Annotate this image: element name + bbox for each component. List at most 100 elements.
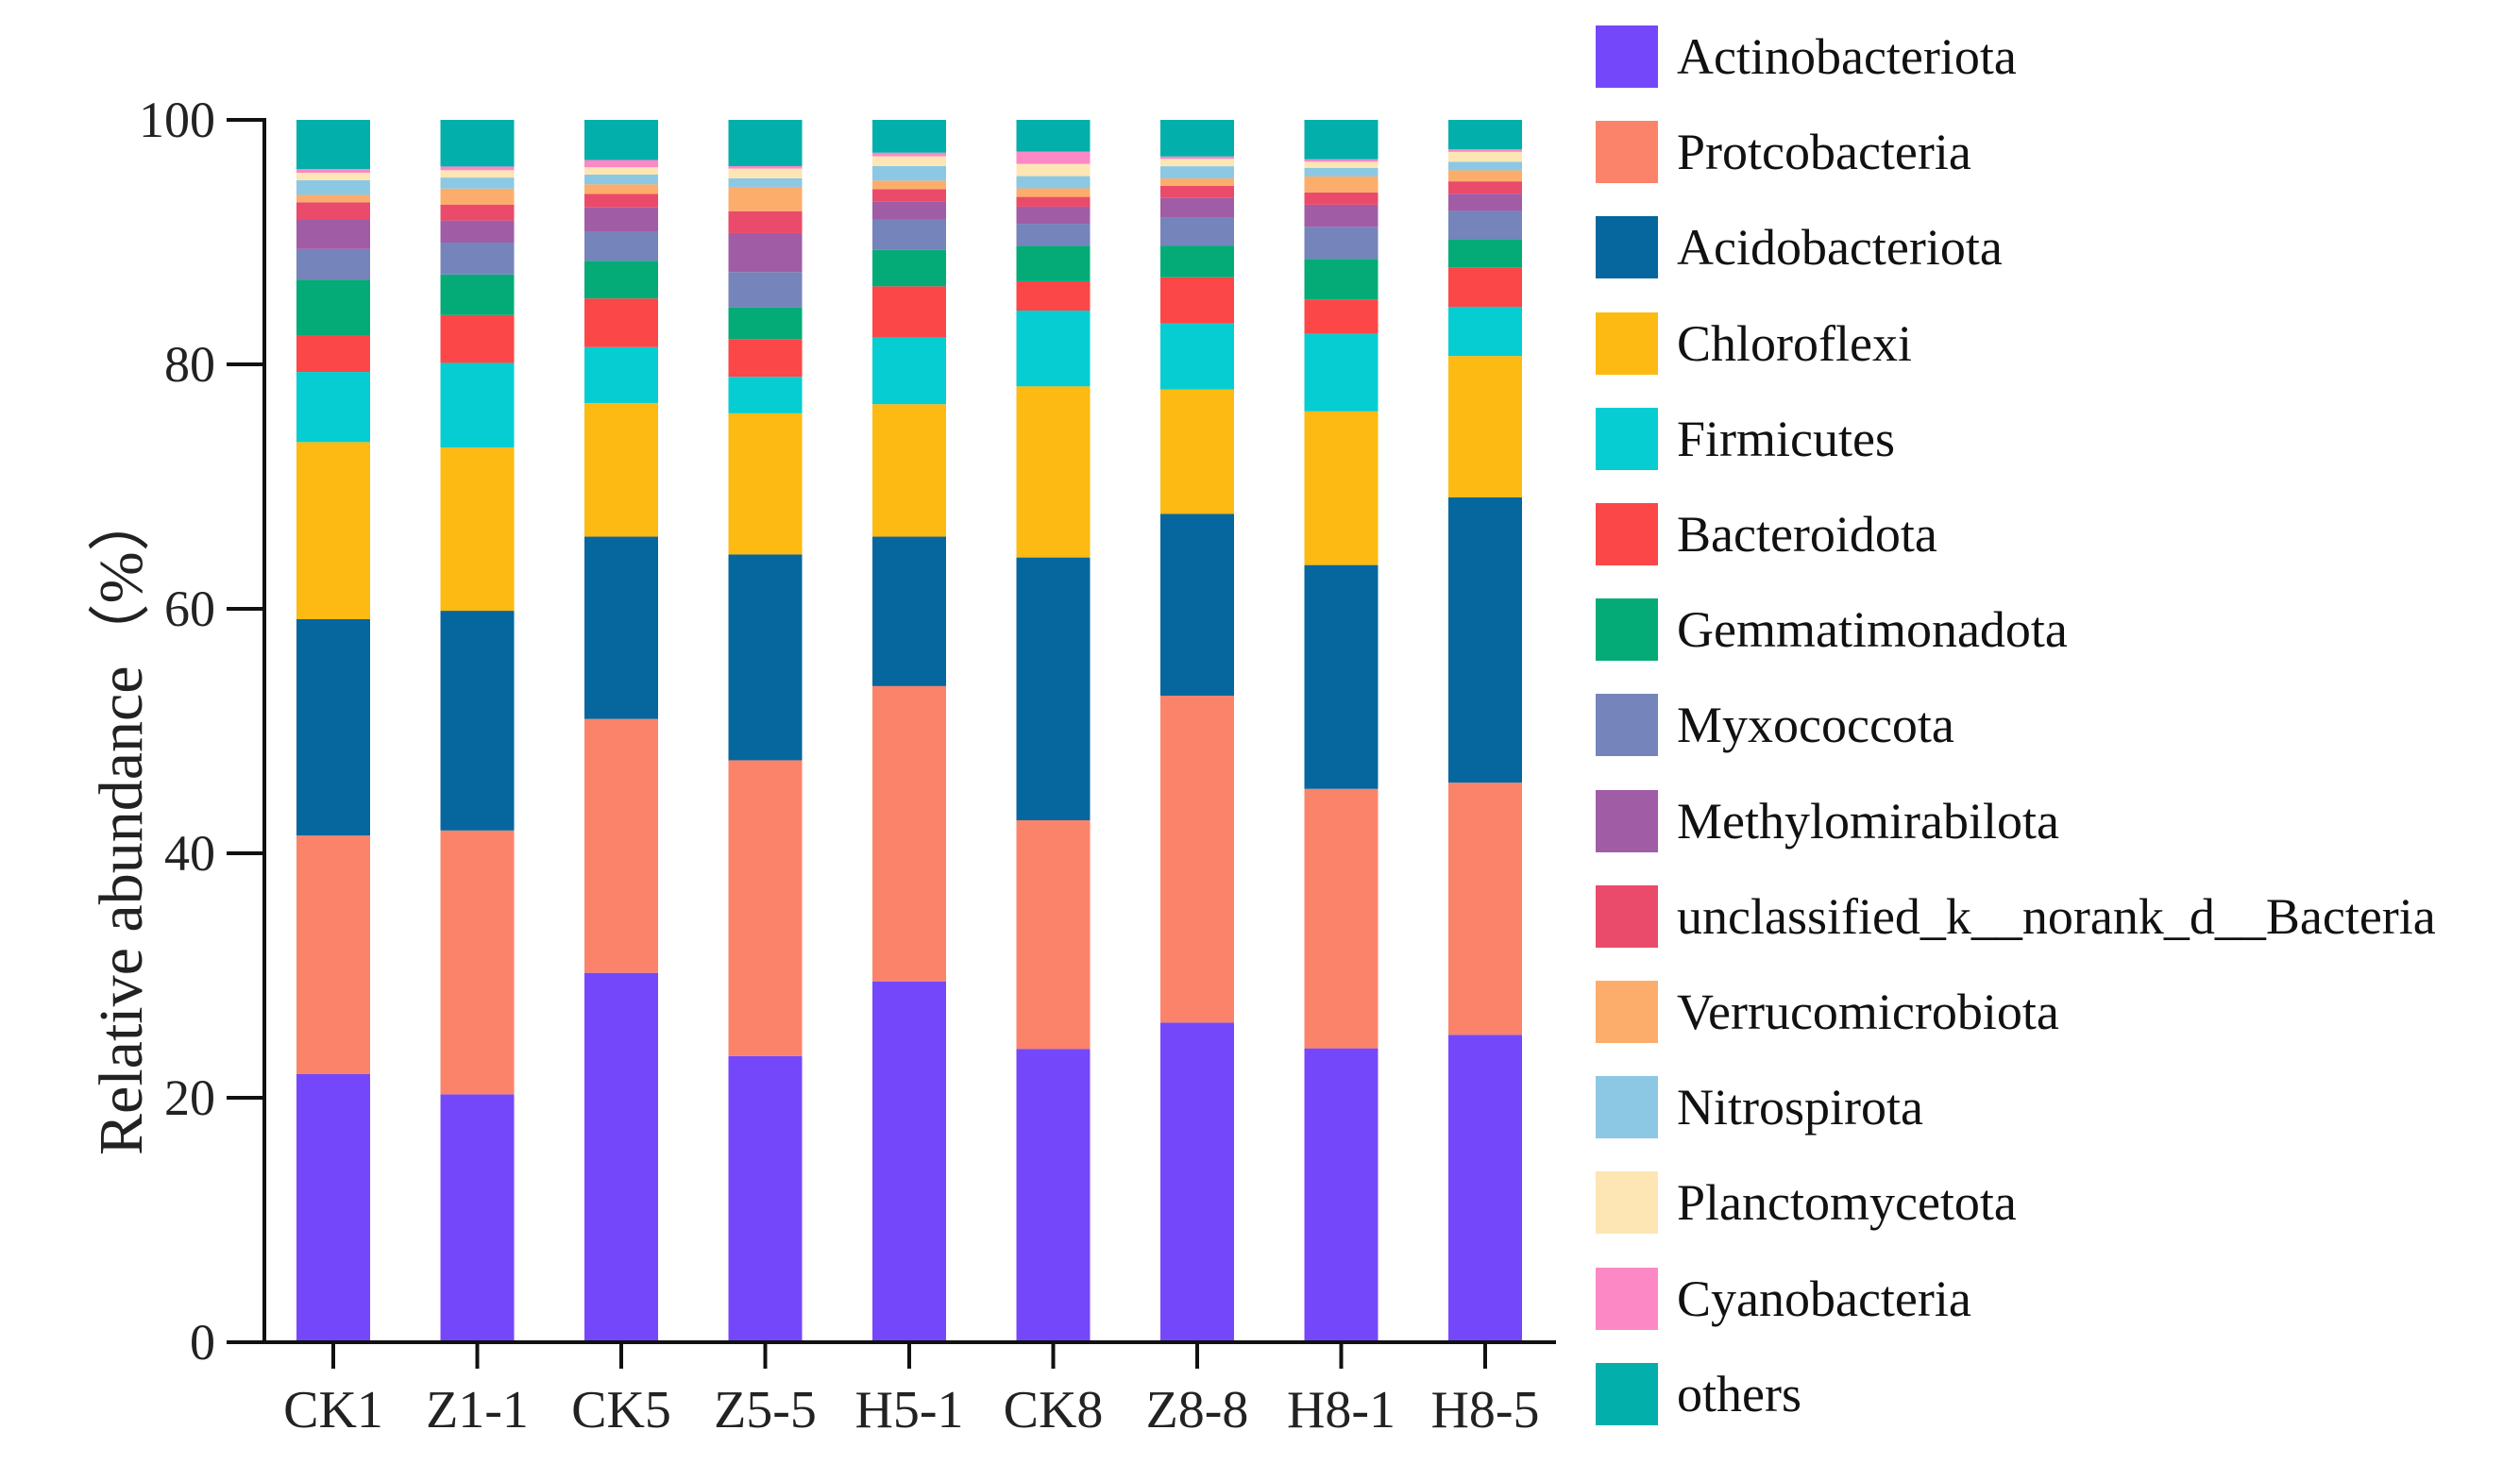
legend-swatch [1596, 598, 1658, 662]
bar-segment-H8-5-Myxococcota [1448, 210, 1522, 240]
bar-segment-CK1-Gemmatimonadota [296, 279, 370, 335]
legend-item: Firmicutes [1596, 407, 1895, 471]
bar-segment-CK5-Acidobacteriota [584, 536, 658, 719]
bar-segment-CK1-unclassified_k__norank_d__Bacteria [296, 202, 370, 220]
bar-segment-H8-1-others [1304, 120, 1378, 160]
bar-segment-H5-1-Bacteroidota [872, 286, 946, 338]
bar-segment-H5-1-Protcobacteria [872, 685, 946, 982]
axes: 0 20 40 60 80 100 CK1 Z1-1 CK5 Z5-5 H5-1 CK8 Z8-8 H8-… [139, 92, 1556, 1439]
legend-item: Protcobacteria [1596, 120, 1971, 184]
bar-segment-CK5-Myxococcota [584, 231, 658, 261]
legend-swatch [1596, 25, 1658, 88]
bar-segment-Z1-1-unclassified_k__norank_d__Bacteria [440, 204, 515, 221]
bar-segment-Z5-5-Acidobacteriota [728, 554, 803, 761]
bar-segment-H5-1-unclassified_k__norank_d__Bacteria [872, 189, 946, 202]
bar-segment-CK5-Chloroflexi [584, 402, 658, 537]
bar-segment-CK5-others [584, 120, 658, 160]
bar-segment-CK8-Myxococcota [1016, 224, 1091, 246]
bar-segment-H5-1-Acidobacteriota [872, 536, 946, 686]
legend-item: Actinobacteriota [1596, 25, 2017, 89]
bar-segment-CK8-Chloroflexi [1016, 386, 1091, 558]
legend-label: Methylomirabilota [1677, 792, 2059, 850]
bar-segment-H5-1-Cyanobacteria [872, 152, 946, 157]
bar-segment-Z5-5-others [728, 120, 803, 167]
bar-segment-Z1-1-Chloroflexi [440, 447, 515, 612]
bar-segment-Z1-1-Actinobacteriota [440, 1094, 515, 1342]
bar-segment-CK1-Firmicutes [296, 372, 370, 443]
bar-segment-Z1-1-Firmicutes [440, 362, 515, 448]
bar-segment-CK1-Actinobacteriota [296, 1073, 370, 1342]
bar-segment-Z8-8-Acidobacteriota [1160, 513, 1234, 697]
bar-segment-H8-1-Nitrospirota [1304, 167, 1378, 177]
x-tick-label-H8-5: H8-5 [1430, 1381, 1539, 1439]
bar-segment-CK5-Planctomycetota [584, 167, 658, 175]
bar-segment-Z5-5-Methylomirabilota [728, 232, 803, 273]
bar-segment-Z1-1-others [440, 120, 515, 167]
legend-label: Gemmatimonadota [1677, 601, 2068, 659]
bar-segment-Z1-1-Planctomycetota [440, 170, 515, 178]
legend-item: Acidobacteriota [1596, 215, 2003, 279]
legend-item: Gemmatimonadota [1596, 597, 2068, 662]
bar-segment-CK5-unclassified_k__norank_d__Bacteria [584, 194, 658, 208]
legend-label: Verrucomicrobiota [1677, 984, 2059, 1040]
bar-segment-H5-1-Actinobacteriota [872, 981, 946, 1342]
bar-segment-H8-5-Protcobacteria [1448, 782, 1522, 1035]
bar-segment-Z8-8-Bacteroidota [1160, 277, 1234, 324]
bar-segment-CK5-Bacteroidota [584, 298, 658, 347]
bar-segment-H8-5-Methylomirabilota [1448, 194, 1522, 211]
legend-item: unclassified_k__norank_d__Bacteria [1596, 884, 2436, 949]
bar-segment-Z8-8-Protcobacteria [1160, 696, 1234, 1023]
bar-segment-H5-1-Nitrospirota [872, 165, 946, 181]
bar-segment-Z8-8-Verrucomicrobiota [1160, 178, 1234, 186]
bar-segment-CK1-Protcobacteria [296, 835, 370, 1074]
bar-segment-Z8-8-others [1160, 120, 1234, 157]
bar-segment-CK1-others [296, 120, 370, 170]
bar-segment-Z8-8-Actinobacteriota [1160, 1022, 1234, 1342]
bar-segment-CK1-Myxococcota [296, 248, 370, 280]
legend-label: Actinobacteriota [1677, 28, 2017, 85]
y-tick-label: 40 [164, 825, 215, 882]
bar-segment-CK8-Acidobacteriota [1016, 557, 1091, 821]
bar-segment-Z5-5-Bacteroidota [728, 339, 803, 378]
legend-label: Myxococcota [1677, 697, 1954, 754]
bar-segment-Z8-8-unclassified_k__norank_d__Bacteria [1160, 185, 1234, 198]
bar-segment-CK5-Protcobacteria [584, 718, 658, 973]
bar-segment-Z1-1-Gemmatimonadota [440, 274, 515, 315]
bar-segment-H8-5-Chloroflexi [1448, 356, 1522, 497]
bar-segment-H8-5-Gemmatimonadota [1448, 239, 1522, 268]
bar-segment-CK5-Actinobacteriota [584, 972, 658, 1342]
bar-segment-H8-5-others [1448, 120, 1522, 150]
bar-segment-H8-1-Actinobacteriota [1304, 1048, 1378, 1342]
bar-segment-Z5-5-Myxococcota [728, 272, 803, 308]
bar-segment-Z5-5-Firmicutes [728, 377, 803, 413]
legend-item: Verrucomicrobiota [1596, 980, 2059, 1044]
legend-swatch [1596, 789, 1658, 852]
bar-segment-CK8-unclassified_k__norank_d__Bacteria [1016, 196, 1091, 207]
legend-item: others [1596, 1362, 1801, 1426]
bar-segment-H8-5-Cyanobacteria [1448, 149, 1522, 152]
bar-segment-CK8-Planctomycetota [1016, 163, 1091, 177]
bar-segment-Z5-5-Nitrospirota [728, 177, 803, 187]
bar-segment-H8-5-Actinobacteriota [1448, 1035, 1522, 1342]
bar-segment-Z1-1-Methylomirabilota [440, 220, 515, 244]
legend-swatch [1596, 1171, 1658, 1235]
legend-swatch [1596, 1267, 1658, 1330]
bar-segment-H8-5-Firmicutes [1448, 307, 1522, 357]
bar-segment-H8-5-Verrucomicrobiota [1448, 170, 1522, 182]
bar-segment-CK5-Gemmatimonadota [584, 261, 658, 299]
y-tick-label: 100 [139, 92, 215, 148]
x-tick-label-CK1: CK1 [283, 1381, 383, 1439]
x-tick-label-CK8: CK8 [1004, 1381, 1104, 1439]
bar-segment-H5-1-others [872, 120, 946, 153]
legend-label: Acidobacteriota [1677, 219, 2003, 277]
legend-item: Planctomycetota [1596, 1170, 2017, 1235]
bar-segment-CK8-Gemmatimonadota [1016, 245, 1091, 281]
legend-swatch [1596, 884, 1658, 948]
bar-segment-CK1-Verrucomicrobiota [296, 194, 370, 203]
x-tick-label-H5-1: H5-1 [854, 1381, 963, 1439]
legend-label: Cyanobacteria [1677, 1270, 1971, 1327]
bar-segment-H8-1-Gemmatimonadota [1304, 259, 1378, 300]
bar-segment-Z5-5-Chloroflexi [728, 412, 803, 555]
y-tick-label: 80 [164, 336, 215, 393]
y-tick-label: 60 [164, 581, 215, 637]
